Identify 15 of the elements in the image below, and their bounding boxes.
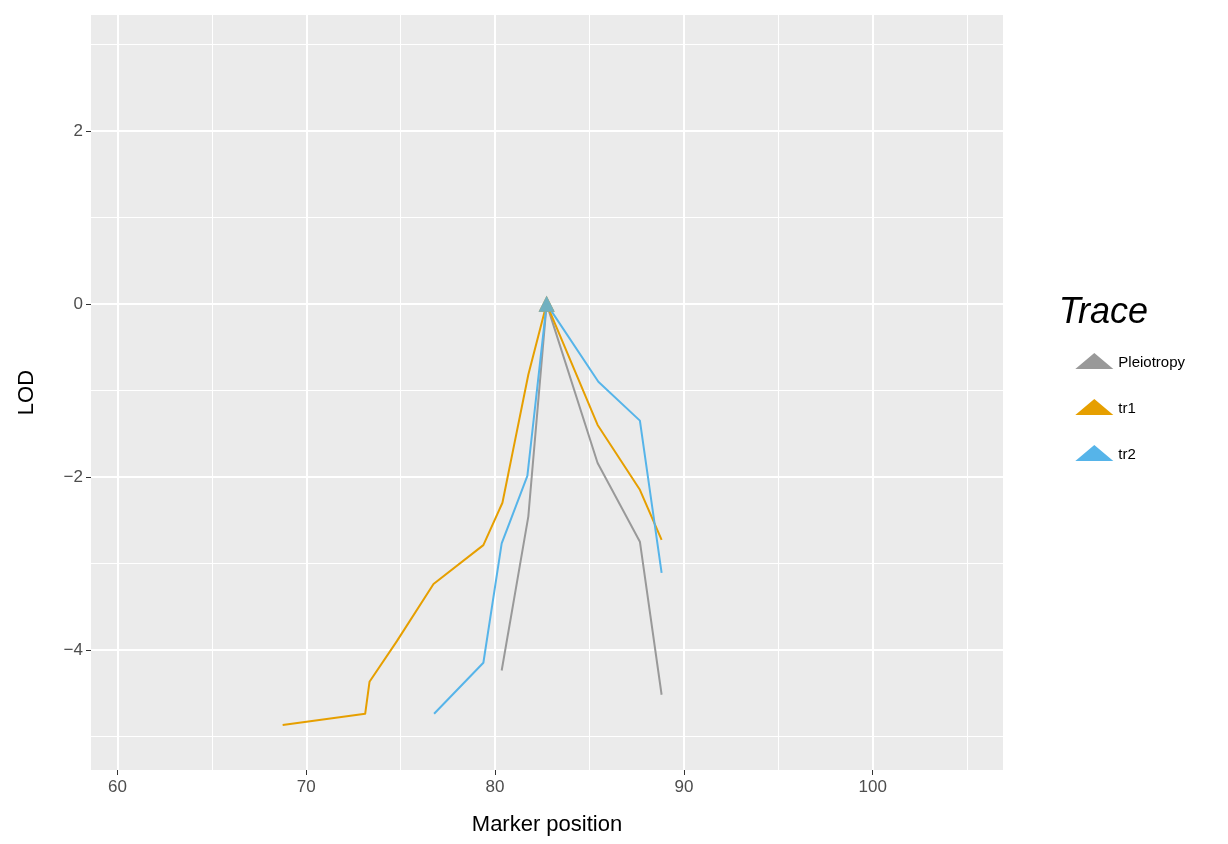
y-axis-title: LOD xyxy=(12,369,38,416)
y-tick-label: 2 xyxy=(73,121,83,141)
legend-label: tr1 xyxy=(1118,398,1136,416)
x-tick-label: 80 xyxy=(485,777,505,796)
x-tick-label: 90 xyxy=(674,777,694,796)
legend-title: Trace xyxy=(1058,289,1149,331)
y-tick-label: −4 xyxy=(63,640,83,660)
x-tick-label: 60 xyxy=(107,777,127,796)
legend-label: Pleiotropy xyxy=(1118,352,1186,370)
y-tick-label: −2 xyxy=(63,467,83,487)
legend-label: tr2 xyxy=(1118,444,1136,462)
y-tick-label: 0 xyxy=(73,294,83,314)
x-tick-label: 70 xyxy=(296,777,316,796)
x-axis-title: Marker position xyxy=(471,810,623,836)
x-tick-label: 100 xyxy=(858,777,887,796)
